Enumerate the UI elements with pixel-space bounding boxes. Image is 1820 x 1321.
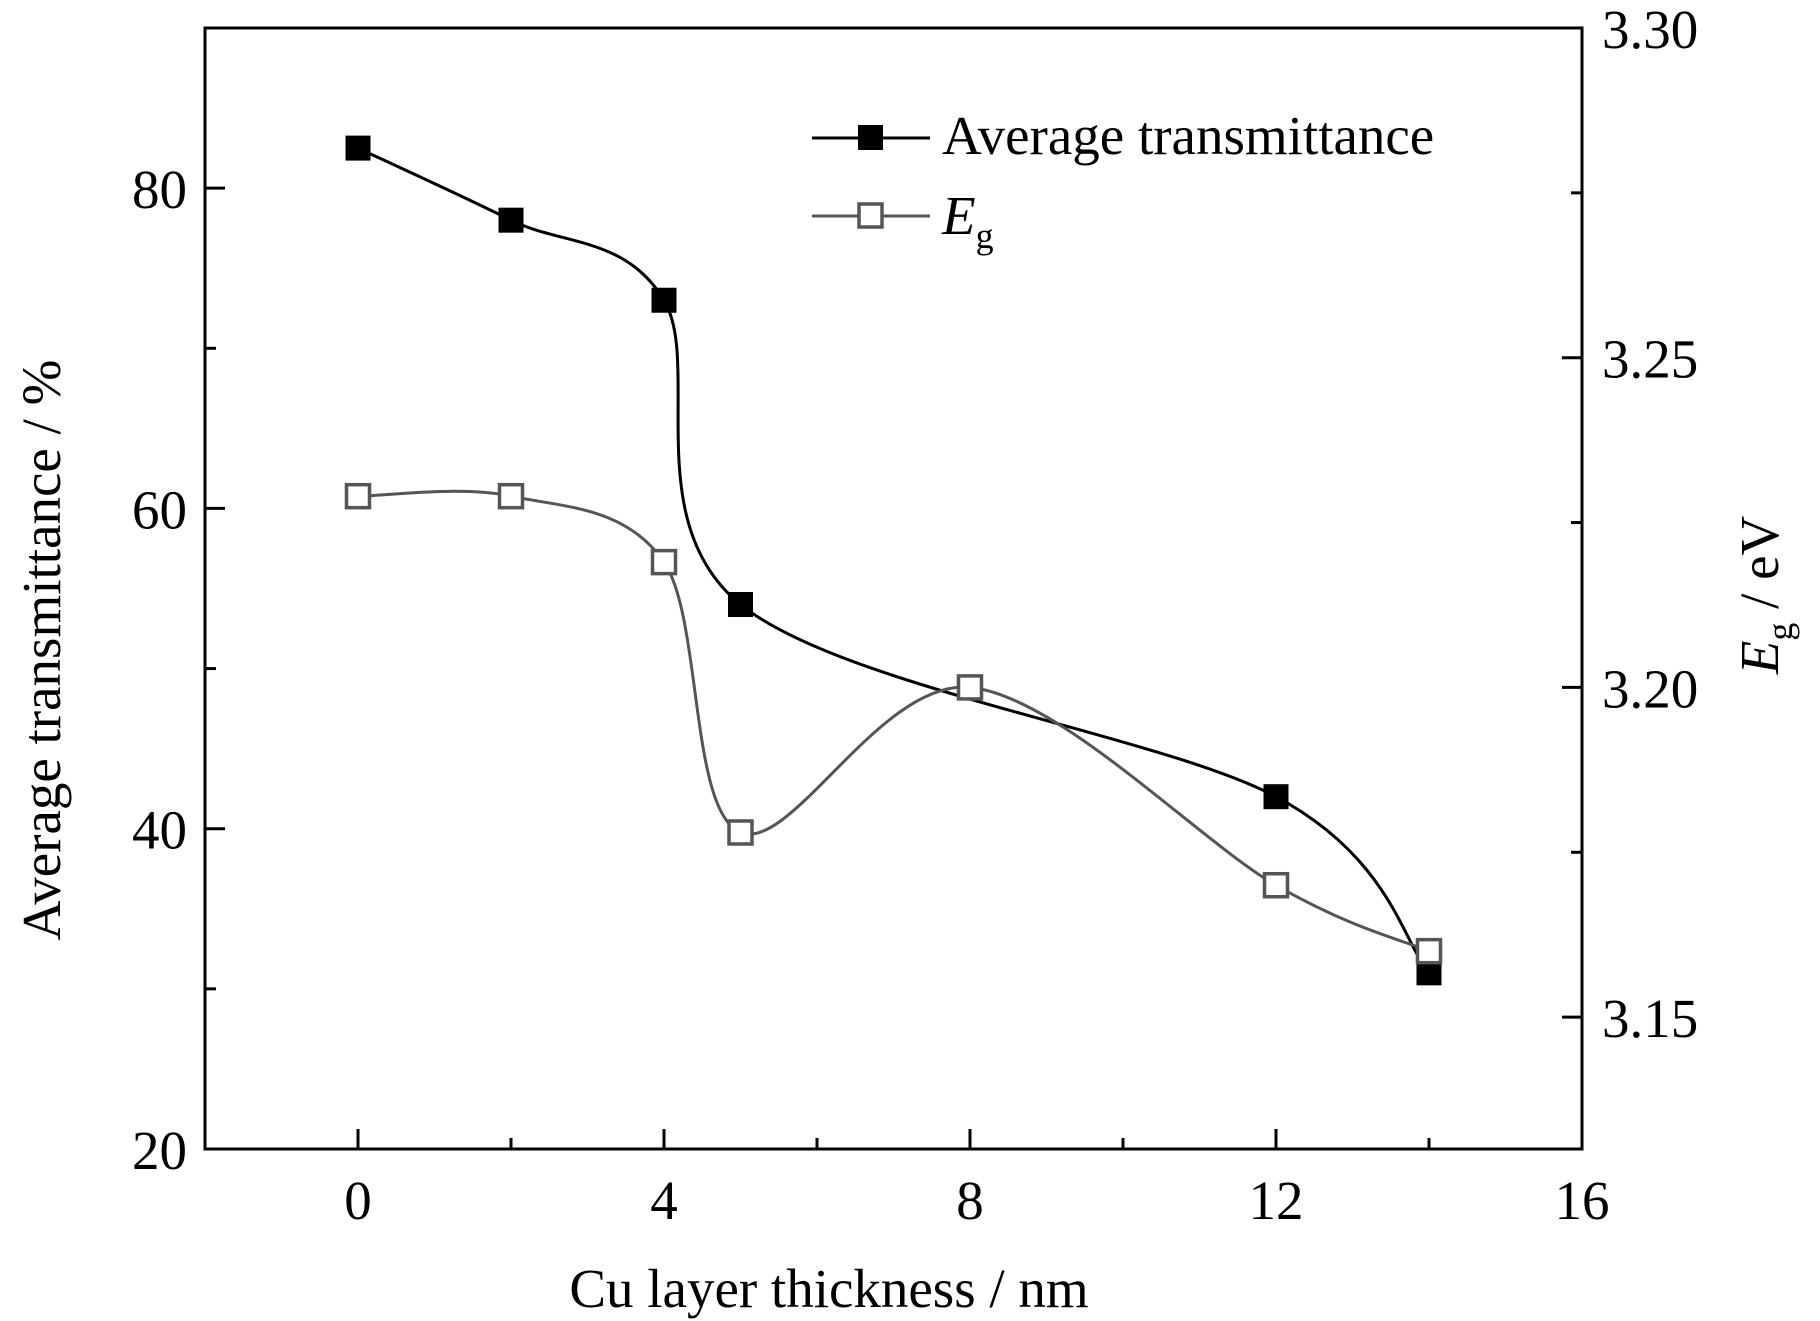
series-line-eg <box>357 489 1430 953</box>
x-tick-label: 0 <box>344 1170 372 1231</box>
y-right-tick-label: 3.25 <box>1602 329 1698 390</box>
axis-ticks: 0 4 8 12 16 20 40 60 80 3.15 3.20 3.25 3.30 <box>132 0 1698 1231</box>
y-axis-right-label-symbol: E <box>1729 641 1790 676</box>
fit-curves <box>357 146 1431 974</box>
point-eg <box>956 674 984 701</box>
point-eg <box>497 482 525 510</box>
y-axis-right-label-subscript: g <box>1760 623 1800 641</box>
data-markers <box>344 135 1443 986</box>
x-axis-label: Cu layer thickness / nm <box>569 1258 1088 1319</box>
x-tick-label: 4 <box>650 1170 678 1231</box>
legend-marker-eg <box>857 202 884 229</box>
plot-area-border <box>203 26 1584 1151</box>
y-left-tick-label: 60 <box>132 479 187 540</box>
y-axis-right-label-unit: / eV <box>1729 515 1790 622</box>
y-left-tick-label: 80 <box>132 159 187 220</box>
legend: Average transmittance Eg <box>812 105 1434 256</box>
y-right-tick-label: 3.30 <box>1602 0 1698 60</box>
legend-label-avg-transmittance: Average transmittance <box>942 105 1434 166</box>
y-axis-left-label: Average transmittance / % <box>11 360 72 941</box>
point-avg-transmittance <box>1416 960 1442 986</box>
x-tick-label: 8 <box>956 1170 984 1231</box>
plot-frame <box>203 26 1584 1151</box>
point-avg-transmittance <box>728 592 753 618</box>
point-eg <box>344 482 372 510</box>
point-avg-transmittance <box>1263 784 1289 810</box>
point-eg <box>727 819 754 846</box>
point-eg <box>1415 937 1443 965</box>
point-avg-transmittance <box>651 287 677 313</box>
point-eg <box>1262 871 1290 899</box>
point-avg-transmittance <box>498 207 524 233</box>
point-avg-transmittance <box>345 135 371 161</box>
y-left-tick-label: 20 <box>132 1120 187 1181</box>
y-right-tick-label: 3.15 <box>1602 988 1698 1049</box>
y-left-tick-label: 40 <box>132 800 187 861</box>
series-line-avg-transmittance <box>357 146 1431 974</box>
legend-label-eg: Eg <box>941 185 994 256</box>
y-right-tick-label: 3.20 <box>1602 658 1698 719</box>
legend-label-eg-symbol: E <box>941 185 976 246</box>
point-eg <box>650 548 678 576</box>
legend-marker-avg-transmittance <box>858 125 883 150</box>
x-tick-label: 16 <box>1555 1170 1610 1231</box>
x-tick-label: 12 <box>1249 1170 1304 1231</box>
y-axis-right-label: Eg / eV <box>1729 515 1800 675</box>
legend-label-eg-subscript: g <box>976 216 994 256</box>
